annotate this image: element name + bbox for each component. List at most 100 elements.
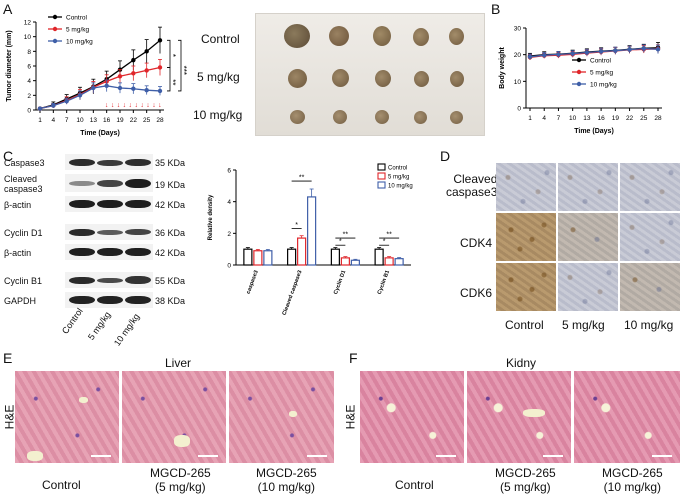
data-point xyxy=(117,74,123,79)
wb-lane-5mg: 5 mg/kg xyxy=(86,309,113,342)
tumor xyxy=(375,110,389,124)
y-tick-label: 4 xyxy=(227,199,231,206)
liver-col-10mg-l2: (10 mg/kg) xyxy=(257,480,316,494)
data-point xyxy=(655,47,661,52)
bar xyxy=(253,250,263,266)
wb-size-actin-2: 42 KDa xyxy=(155,248,186,258)
kidney-col-5mg-l1: MGCD-265 xyxy=(495,466,556,480)
x-axis-title: Time (Days) xyxy=(80,130,120,137)
y-tick-label: 2 xyxy=(227,231,231,238)
x-tick-label: 10 xyxy=(569,115,577,122)
kidney-stain-label: H&E xyxy=(343,404,358,430)
x-tick-label: 1 xyxy=(528,115,532,122)
legend-label: Control xyxy=(590,58,612,65)
bar xyxy=(307,196,317,266)
dosing-arrow: ↓ xyxy=(146,102,150,109)
legend-marker xyxy=(576,69,582,75)
bar xyxy=(384,257,394,266)
data-point xyxy=(91,85,96,91)
kidney-col-10mg-l1: MGCD-265 xyxy=(602,466,663,480)
tumor xyxy=(333,110,347,124)
sig-label: * xyxy=(339,239,342,246)
sig-ctrl-10-label: *** xyxy=(179,66,188,75)
y-axis-title: Relative density xyxy=(208,194,214,240)
data-point xyxy=(144,88,149,93)
liver-col-5mg-l2: (5 mg/kg) xyxy=(155,480,206,494)
legend-label: 5 mg/kg xyxy=(590,70,614,77)
liver-he-control xyxy=(15,371,119,463)
y-tick-label: 12 xyxy=(24,20,32,27)
ihc-image xyxy=(496,263,556,311)
ihc-row-cleaved-l1: Cleaved xyxy=(453,172,498,186)
data-point xyxy=(131,86,136,91)
y-tick-label: 0 xyxy=(27,108,31,115)
legend-label: 5 mg/kg xyxy=(66,27,90,34)
tumor xyxy=(288,69,307,88)
series-line-0 xyxy=(39,39,161,110)
data-point xyxy=(570,51,575,56)
kidney-col-10mg: MGCD-265 (10 mg/kg) xyxy=(602,466,663,494)
tumor xyxy=(450,71,464,87)
wb-label-gapdh: GAPDH xyxy=(4,296,37,306)
ihc-image xyxy=(620,163,680,211)
blot-strip-beta-actin-2 xyxy=(65,244,153,260)
data-point xyxy=(64,99,69,104)
wb-lane-control: Control xyxy=(60,306,85,336)
blot-strip-cleaved-caspase3 xyxy=(65,174,153,192)
kidney-he-10mg xyxy=(574,371,680,463)
tumor xyxy=(332,69,349,87)
liver-title: Liver xyxy=(165,356,192,370)
liver-he-5mg xyxy=(122,371,226,463)
legend-swatch xyxy=(377,181,386,189)
tumor xyxy=(373,26,391,46)
kidney-col-5mg-l2: (5 mg/kg) xyxy=(500,480,551,494)
y-axis-title: Tumor diameter (mm) xyxy=(6,30,13,101)
kidney-col-10mg-l2: (10 mg/kg) xyxy=(603,480,662,494)
x-tick-label: Cleaved caspase3 xyxy=(282,270,304,317)
x-tick-label: 22 xyxy=(130,117,138,124)
data-point xyxy=(131,71,136,76)
kidney-col-control: Control xyxy=(395,478,434,492)
sig-label: ** xyxy=(386,232,392,239)
x-tick-label: caspase3 xyxy=(246,270,260,295)
panel-f-letter: F xyxy=(349,350,358,366)
kidney-col-5mg: MGCD-265 (5 mg/kg) xyxy=(495,466,556,494)
y-tick-label: 4 xyxy=(27,78,31,85)
panel-b-letter: B xyxy=(491,1,501,17)
dosing-arrow: ↓ xyxy=(140,102,144,109)
ihc-image xyxy=(558,163,618,211)
legend-label: Control xyxy=(66,15,88,22)
data-point xyxy=(157,65,163,70)
data-point xyxy=(613,48,618,53)
data-point xyxy=(556,52,561,57)
wb-label-beta-actin-2: β-actin xyxy=(4,248,32,258)
ihc-row-cdk6: CDK6 xyxy=(460,286,493,300)
x-tick-label: 4 xyxy=(542,115,546,122)
tumor xyxy=(450,111,463,124)
wb-size-gapdh: 38 KDa xyxy=(155,296,186,306)
x-axis-title: Time (Days) xyxy=(574,128,614,135)
data-point xyxy=(37,106,43,111)
wb-size-cleaved: 19 KDa xyxy=(155,180,186,190)
bar xyxy=(374,248,384,266)
x-tick-label: 4 xyxy=(52,117,56,124)
body-weight-chart: 0 10 20 30 1 4 7 10 13 16 19 22 25 28 Time (Days) Body … xyxy=(499,26,662,135)
data-point xyxy=(51,103,56,108)
dosing-arrow: ↓ xyxy=(134,102,138,109)
data-point xyxy=(104,83,109,89)
dosing-arrow: ↓ xyxy=(123,102,127,109)
kidney-title: Kidny xyxy=(506,356,537,370)
wb-size-actin-1: 42 KDa xyxy=(155,200,186,210)
legend-swatch xyxy=(377,163,386,171)
liver-col-10mg: MGCD-265 (10 mg/kg) xyxy=(256,466,317,494)
tumor-photo xyxy=(255,13,485,136)
data-point xyxy=(144,68,149,73)
panel-a-letter: A xyxy=(3,1,13,17)
y-axis-title: Body weight xyxy=(499,47,506,89)
tumor xyxy=(329,26,349,46)
ihc-col-10mg: 10 mg/kg xyxy=(624,318,674,332)
tumor xyxy=(413,28,429,46)
sig-5-10-label: ** xyxy=(168,79,177,85)
ihc-col-5mg: 5 mg/kg xyxy=(562,318,605,332)
data-point xyxy=(157,38,163,43)
